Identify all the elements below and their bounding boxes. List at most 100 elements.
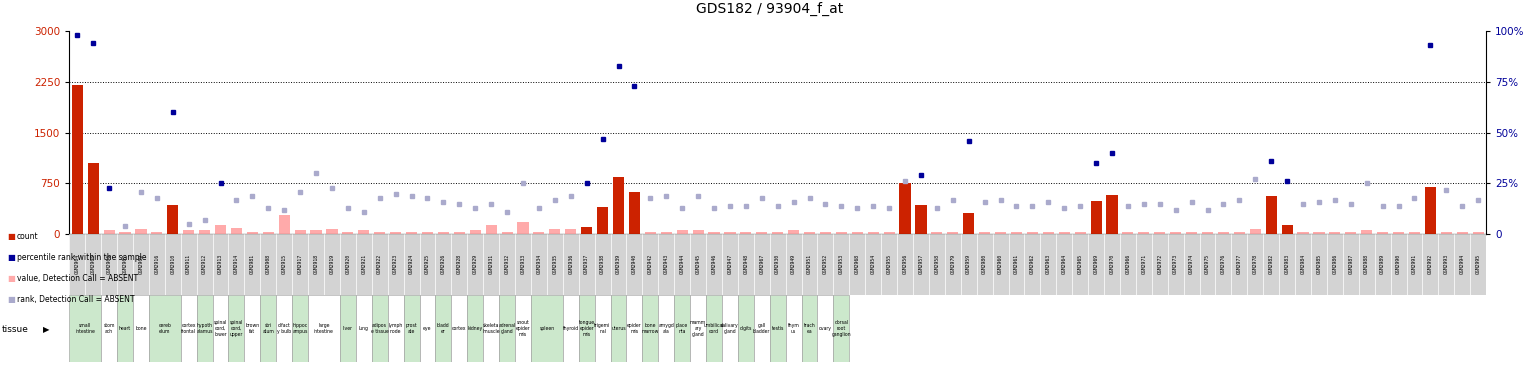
Bar xyxy=(581,228,593,234)
Bar xyxy=(565,229,576,234)
Text: GSM2951: GSM2951 xyxy=(807,254,812,274)
Bar xyxy=(454,232,465,234)
Text: ■: ■ xyxy=(8,295,15,304)
Bar xyxy=(419,295,436,362)
Text: GSM2918: GSM2918 xyxy=(314,254,319,274)
Text: GSM2921: GSM2921 xyxy=(362,254,367,274)
Text: GSM2943: GSM2943 xyxy=(664,254,668,274)
Text: gall
bladder: gall bladder xyxy=(753,323,770,334)
Bar xyxy=(180,234,197,295)
Bar xyxy=(804,232,815,234)
Text: GSM2980: GSM2980 xyxy=(983,254,987,274)
Bar xyxy=(627,295,642,362)
Bar xyxy=(594,234,610,295)
Text: stom
ach: stom ach xyxy=(103,323,116,334)
Bar xyxy=(579,295,594,362)
Text: GSM2965: GSM2965 xyxy=(1078,254,1083,274)
Bar xyxy=(1346,232,1357,234)
Text: GSM2915: GSM2915 xyxy=(282,254,286,274)
Bar xyxy=(1153,232,1166,234)
Text: lymph
node: lymph node xyxy=(388,323,403,334)
Text: GSM2924: GSM2924 xyxy=(410,254,414,274)
Bar xyxy=(371,234,388,295)
Text: GSM2926: GSM2926 xyxy=(440,254,447,274)
Bar xyxy=(470,230,480,234)
Text: bladd
er: bladd er xyxy=(437,323,450,334)
Text: GSM2910: GSM2910 xyxy=(171,254,176,274)
Bar xyxy=(1471,234,1486,295)
Text: spleen: spleen xyxy=(539,326,554,331)
Text: GSM2983: GSM2983 xyxy=(1284,254,1289,274)
Bar xyxy=(168,205,179,234)
Text: GSM2971: GSM2971 xyxy=(1141,254,1146,274)
Bar xyxy=(213,234,228,295)
Bar xyxy=(898,234,913,295)
Bar xyxy=(675,234,690,295)
Text: GSM2935: GSM2935 xyxy=(553,254,557,274)
Text: count: count xyxy=(17,232,38,240)
Bar xyxy=(850,234,865,295)
Bar xyxy=(788,230,799,234)
Text: adipos
e tissue: adipos e tissue xyxy=(371,323,388,334)
Text: GSM2972: GSM2972 xyxy=(1157,254,1163,274)
Text: GSM2933: GSM2933 xyxy=(521,254,525,274)
Bar xyxy=(1409,232,1420,234)
Bar xyxy=(502,232,513,234)
Bar xyxy=(818,234,833,295)
Bar xyxy=(881,234,898,295)
Bar xyxy=(294,230,306,234)
Text: GSM2957: GSM2957 xyxy=(918,254,924,274)
Bar xyxy=(836,232,847,234)
Text: GSM2931: GSM2931 xyxy=(488,254,494,274)
Text: small
intestine: small intestine xyxy=(75,323,95,334)
Bar xyxy=(976,234,993,295)
Bar xyxy=(1120,234,1137,295)
Text: GSM2990: GSM2990 xyxy=(1397,254,1401,274)
Text: kidney: kidney xyxy=(468,326,484,331)
Bar xyxy=(1218,232,1229,234)
Bar xyxy=(308,295,340,362)
Text: GSM2948: GSM2948 xyxy=(744,254,748,274)
Text: GSM2930: GSM2930 xyxy=(775,254,781,274)
Bar xyxy=(1041,234,1056,295)
Bar xyxy=(356,234,371,295)
Text: eye: eye xyxy=(424,326,431,331)
Bar xyxy=(1441,232,1452,234)
Text: testis: testis xyxy=(772,326,784,331)
Bar xyxy=(852,232,862,234)
Text: GSM2909: GSM2909 xyxy=(139,254,143,274)
Text: GSM2962: GSM2962 xyxy=(1030,254,1035,274)
Bar xyxy=(245,234,260,295)
Text: adrenal
gland: adrenal gland xyxy=(499,323,516,334)
Bar xyxy=(484,234,499,295)
Text: GSM2905: GSM2905 xyxy=(91,254,95,274)
Bar xyxy=(245,295,260,362)
Bar xyxy=(802,295,818,362)
Text: cereb
elum: cereb elum xyxy=(159,323,171,334)
Bar xyxy=(390,232,402,234)
Text: GSM2928: GSM2928 xyxy=(457,254,462,274)
Bar xyxy=(1394,232,1404,234)
Bar xyxy=(1295,234,1311,295)
Text: amygd
ala: amygd ala xyxy=(659,323,675,334)
Bar xyxy=(818,295,833,362)
Bar xyxy=(1298,232,1309,234)
Bar xyxy=(1424,187,1435,234)
Text: GSM2917: GSM2917 xyxy=(297,254,303,274)
Text: rank, Detection Call = ABSENT: rank, Detection Call = ABSENT xyxy=(17,295,134,304)
Text: GSM2911: GSM2911 xyxy=(186,254,191,274)
Bar xyxy=(276,234,293,295)
Text: GSM2939: GSM2939 xyxy=(616,254,621,274)
Bar xyxy=(690,295,705,362)
Text: place
nta: place nta xyxy=(676,323,688,334)
Bar xyxy=(371,295,388,362)
Text: GSM2988: GSM2988 xyxy=(1364,254,1369,274)
Bar xyxy=(1457,232,1468,234)
Text: GSM2973: GSM2973 xyxy=(1173,254,1178,274)
Bar xyxy=(642,295,658,362)
Bar xyxy=(403,234,419,295)
Text: snout
epider
mis: snout epider mis xyxy=(516,320,530,337)
Text: GSM2940: GSM2940 xyxy=(631,254,638,274)
Bar xyxy=(246,232,257,234)
Bar xyxy=(946,234,961,295)
